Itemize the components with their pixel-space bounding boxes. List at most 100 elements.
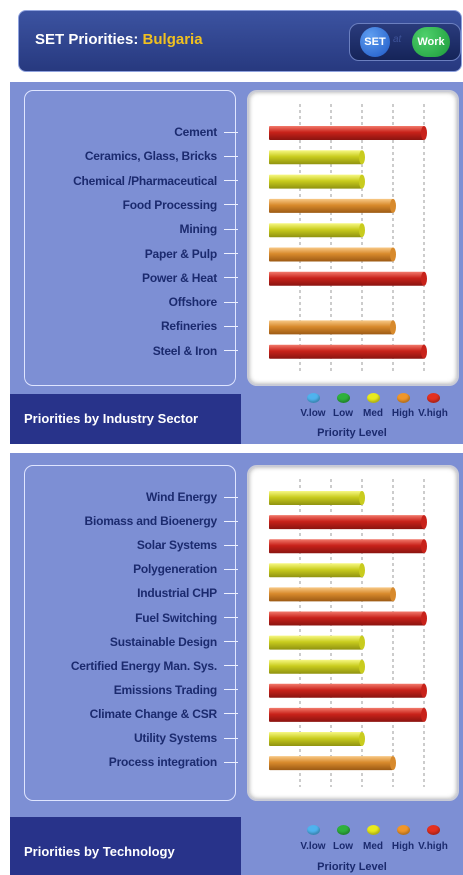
bar-cap xyxy=(421,271,427,286)
legend-dot-high xyxy=(397,393,410,403)
technology-bar-chart xyxy=(269,479,427,787)
page-title: SET Priorities: Bulgaria xyxy=(35,31,203,48)
category-tick xyxy=(224,204,238,206)
category-tick xyxy=(224,641,238,643)
bar-cap xyxy=(359,635,365,650)
category-label-steel-iron: Steel & Iron xyxy=(152,343,217,358)
category-tick xyxy=(224,737,238,739)
industry-chart-title: Priorities by Industry Sector xyxy=(24,411,199,426)
bar-cap xyxy=(390,320,396,335)
category-label-fuel-switching: Fuel Switching xyxy=(135,610,217,625)
legend-dot-high xyxy=(397,825,410,835)
bar-cap xyxy=(359,563,365,578)
category-tick xyxy=(224,253,238,254)
category-tick xyxy=(224,155,238,157)
bar-cap xyxy=(421,539,427,554)
technology-chart-area xyxy=(247,465,459,801)
bar-cap xyxy=(421,683,427,698)
legend-dot-v-low xyxy=(307,825,320,835)
category-tick xyxy=(224,277,238,279)
category-tick xyxy=(224,131,238,133)
legend-label-high: High xyxy=(391,408,415,419)
category-tick xyxy=(224,301,238,303)
category-label-sustainable-design: Sustainable Design xyxy=(109,634,217,649)
legend-dot-v-low xyxy=(307,393,320,403)
bar-cap xyxy=(359,150,365,165)
legend-label-v-low: V.low xyxy=(300,841,326,852)
legend-dot-low xyxy=(337,825,350,835)
legend-title: Priority Level xyxy=(317,861,387,873)
industry-sector-panel: Cement Ceramics, Glass, Bricks Chemical /P… xyxy=(10,82,463,444)
technology-chart-title: Priorities by Technology xyxy=(24,844,175,859)
category-tick xyxy=(224,350,238,352)
bar-cap xyxy=(421,126,427,140)
bar-paper-pulp xyxy=(269,247,393,262)
category-label-wind-energy: Wind Energy xyxy=(145,490,217,504)
bar-refineries xyxy=(269,320,393,335)
category-tick xyxy=(224,689,238,691)
bar-solar-systems xyxy=(269,539,424,554)
category-tick xyxy=(224,325,238,327)
bar-sustainable-design xyxy=(269,635,362,650)
legend-label-v-low: V.low xyxy=(300,408,326,419)
category-tick xyxy=(224,520,238,522)
bar-cap xyxy=(390,587,396,602)
bar-cap xyxy=(390,247,396,262)
category-label-certified-energy-man-sys: Certified Energy Man. Sys. xyxy=(70,658,217,673)
category-label-chemical-pharmaceutical: Chemical /Pharmaceutical xyxy=(73,173,217,188)
legend-label-med: Med xyxy=(363,841,383,852)
legend-label-v-high: V.high xyxy=(418,408,448,419)
bar-polygeneration xyxy=(269,563,362,578)
bar-cap xyxy=(359,491,365,505)
industry-footer-band: Priorities by Industry Sector xyxy=(10,394,241,444)
bar-biomass-and-bioenergy xyxy=(269,515,424,530)
legend-title: Priority Level xyxy=(317,427,387,439)
category-label-polygeneration: Polygeneration xyxy=(133,562,217,577)
category-label-biomass-and-bioenergy: Biomass and Bioenergy xyxy=(84,514,217,529)
bar-ceramics-glass-bricks xyxy=(269,150,362,165)
legend-label-v-high: V.high xyxy=(418,841,448,852)
bar-cap xyxy=(421,344,427,359)
category-label-climate-change-csr: Climate Change & CSR xyxy=(89,706,218,721)
logo-work-badge: Work xyxy=(412,27,450,57)
bar-process-integration xyxy=(269,756,393,771)
bar-cap xyxy=(390,756,396,771)
bar-food-processing xyxy=(269,198,393,213)
category-label-ceramics-glass-bricks: Ceramics, Glass, Bricks xyxy=(84,149,217,164)
bar-cement xyxy=(269,126,424,140)
bar-cap xyxy=(421,515,427,530)
category-label-cement: Cement xyxy=(174,125,217,139)
bar-industrial-chp xyxy=(269,587,393,602)
industry-chart-area xyxy=(247,90,459,386)
industry-bar-chart xyxy=(269,104,427,372)
industry-priority-legend: Priority Level V.low Low Med High V.high xyxy=(241,388,463,444)
category-label-food-processing: Food Processing xyxy=(122,197,218,212)
bar-steel-iron xyxy=(269,344,424,359)
title-prefix: SET Priorities: xyxy=(35,31,143,48)
category-label-emissions-trading: Emissions Trading xyxy=(113,682,217,697)
category-tick xyxy=(224,665,238,667)
bar-chemical-pharmaceutical xyxy=(269,174,362,189)
category-tick xyxy=(224,592,238,594)
bar-emissions-trading xyxy=(269,683,424,698)
bar-mining xyxy=(269,223,362,238)
industry-category-labels: Cement Ceramics, Glass, Bricks Chemical /P… xyxy=(24,90,238,386)
country-name: Bulgaria xyxy=(142,31,203,48)
category-label-industrial-chp: Industrial CHP xyxy=(137,586,217,601)
bar-cap xyxy=(359,174,365,189)
bar-cap xyxy=(359,732,365,746)
category-label-process-integration: Process integration xyxy=(108,755,217,770)
legend-dot-med xyxy=(367,393,380,403)
category-tick xyxy=(224,496,238,498)
technology-footer-band: Priorities by Technology xyxy=(10,817,241,875)
category-tick xyxy=(224,713,238,715)
bar-fuel-switching xyxy=(269,611,424,626)
bar-cap xyxy=(390,198,396,213)
bar-cap xyxy=(421,707,427,722)
bar-utility-systems xyxy=(269,732,362,746)
logo-at-text: at xyxy=(393,34,402,45)
bar-cap xyxy=(359,223,365,238)
category-label-mining: Mining xyxy=(179,222,218,237)
set-at-work-logo[interactable]: SET at Work xyxy=(349,23,461,61)
